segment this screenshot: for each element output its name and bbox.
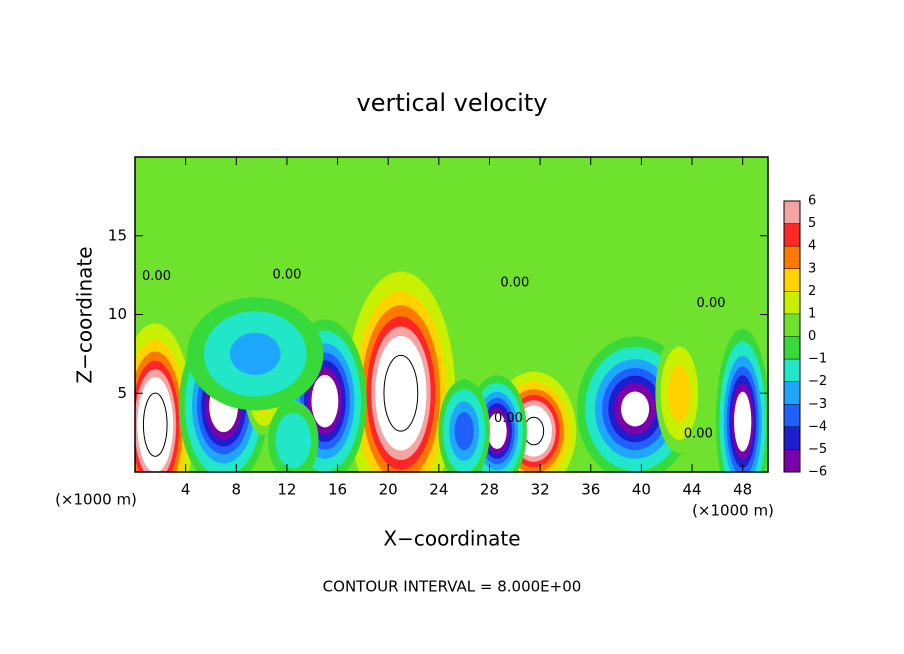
- y-tick-label: 5: [117, 384, 127, 402]
- velocity-cell: [734, 391, 752, 452]
- colorbar-segment: [784, 336, 800, 360]
- colorbar-tick-label: 5: [808, 216, 816, 231]
- y-tick-label: 10: [108, 305, 127, 323]
- x-tick-label: 40: [632, 481, 651, 499]
- colorbar-segment: [784, 291, 800, 314]
- x-tick-label: 4: [181, 481, 191, 499]
- y-tick-label: 15: [108, 226, 127, 244]
- x-tick-label: 8: [232, 481, 242, 499]
- contour-label: 0.00: [684, 427, 713, 442]
- x-tick-label: 32: [531, 481, 550, 499]
- velocity-cell: [137, 377, 174, 472]
- colorbar-tick-label: 0: [808, 329, 816, 344]
- x-tick-label: 24: [429, 481, 448, 499]
- x-tick-label: 20: [379, 481, 398, 499]
- colorbar-segment: [784, 201, 800, 224]
- colorbar-tick-label: −2: [808, 374, 827, 389]
- x-tick-label: 12: [277, 481, 296, 499]
- colorbar-segment: [784, 359, 800, 382]
- contour-line: [383, 354, 419, 432]
- velocity-cell: [275, 412, 312, 469]
- x-tick-label: 16: [328, 481, 347, 499]
- footer-note: CONTOUR INTERVAL = 8.000E+00: [323, 578, 582, 596]
- contour-label: 0.00: [697, 296, 726, 311]
- colorbar-tick-label: 2: [808, 284, 816, 299]
- colorbar-tick-label: −4: [808, 419, 827, 434]
- x-tick-label: 28: [480, 481, 499, 499]
- x-tick-label: 36: [581, 481, 600, 499]
- plot-area: 0.00 0.00 0.00 0.00 0.00 0.00: [135, 157, 768, 472]
- x-unit-label: (×1000 m): [692, 502, 774, 520]
- contour-label: 0.00: [142, 269, 171, 284]
- y-axis-label: Z−coordinate: [73, 246, 97, 383]
- colorbar-segment: [784, 426, 800, 450]
- colorbar-segment: [784, 246, 800, 269]
- x-axis-label: X−coordinate: [383, 527, 520, 551]
- velocity-cell: [667, 364, 691, 422]
- x-unit-label: (×1000 m): [55, 491, 137, 509]
- colorbar-tick-label: −3: [808, 397, 827, 412]
- colorbar-tick-label: 6: [808, 194, 816, 209]
- contour-label: 0.00: [494, 411, 523, 426]
- colorbar-tick-label: −5: [808, 442, 827, 457]
- colorbar-segment: [784, 449, 800, 472]
- colorbar-tick-label: 4: [808, 239, 816, 254]
- colorbar-segment: [784, 268, 800, 292]
- colorbar-segment: [784, 223, 800, 247]
- colorbar-tick-label: −6: [808, 465, 827, 480]
- colorbar-segment: [784, 404, 800, 427]
- colorbar-tick-label: −1: [808, 352, 827, 367]
- velocity-cell: [375, 335, 427, 451]
- colorbar-tick-label: 3: [808, 261, 816, 276]
- x-tick-label: 48: [733, 481, 752, 499]
- velocity-cell: [621, 391, 650, 427]
- velocity-cell: [311, 374, 339, 428]
- velocity-cell: [454, 411, 474, 451]
- velocity-cell: [229, 332, 281, 375]
- contour-label: 0.00: [272, 268, 301, 283]
- x-tick-label: 44: [682, 481, 701, 499]
- contour-line: [142, 392, 168, 457]
- colorbar-segment: [784, 313, 800, 337]
- chart-title: vertical velocity: [357, 89, 548, 117]
- contour-label: 0.00: [500, 276, 529, 291]
- velocity-cell: [487, 413, 507, 449]
- colorbar-tick-label: 1: [808, 306, 816, 321]
- colorbar-segment: [784, 381, 800, 405]
